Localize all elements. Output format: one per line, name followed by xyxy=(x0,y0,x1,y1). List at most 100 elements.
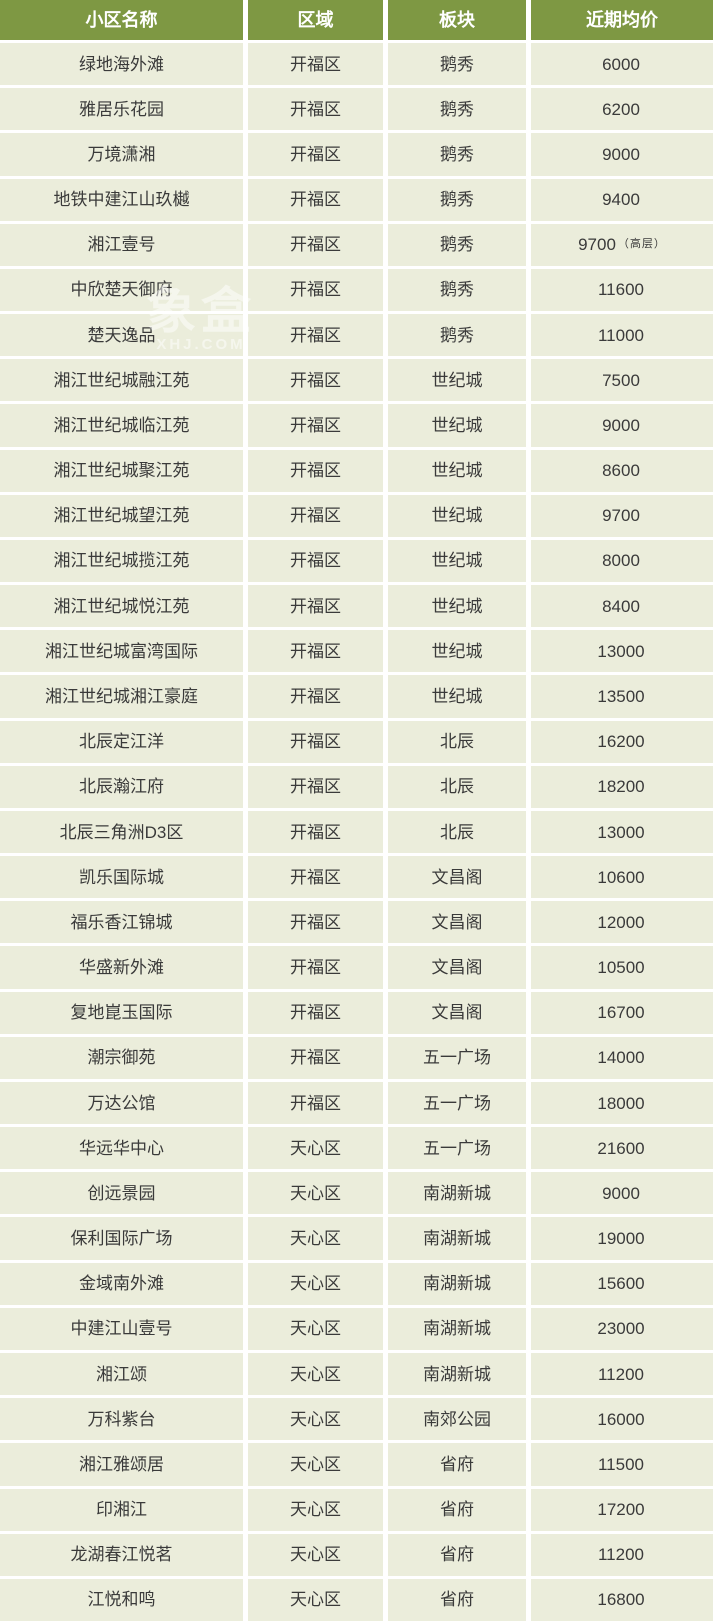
cell-price: 17200 xyxy=(531,1488,713,1531)
cell-name: 龙湖春江悦茗 xyxy=(0,1533,243,1576)
cell-district: 天心区 xyxy=(248,1307,383,1350)
cell-price: 14000 xyxy=(531,1036,713,1079)
cell-name: 地铁中建江山玖樾 xyxy=(0,178,243,221)
cell-district: 天心区 xyxy=(248,1488,383,1531)
price-value: 21600 xyxy=(597,1138,645,1158)
cell-plate: 文昌阁 xyxy=(388,946,526,989)
cell-district: 开福区 xyxy=(248,630,383,673)
cell-plate: 北辰 xyxy=(388,810,526,854)
cell-name: 万境潇湘 xyxy=(0,133,243,176)
price-value: 16800 xyxy=(597,1590,645,1610)
cell-plate: 省府 xyxy=(388,1488,526,1531)
table-row: 湘江雅颂居 天心区 省府 11500 xyxy=(0,1443,713,1486)
table-row: 绿地海外滩 开福区 鹅秀 6000 xyxy=(0,43,713,86)
cell-district: 天心区 xyxy=(248,1217,383,1260)
table-row: 创远景园 天心区 南湖新城 9000 xyxy=(0,1172,713,1215)
cell-plate: 南湖新城 xyxy=(388,1217,526,1260)
cell-price: 8600 xyxy=(531,449,713,492)
cell-name: 湘江雅颂居 xyxy=(0,1443,243,1486)
cell-name: 中建江山壹号 xyxy=(0,1307,243,1350)
table-row: 印湘江 天心区 省府 17200 xyxy=(0,1488,713,1531)
table-row: 万科紫台 天心区 南郊公园 16000 xyxy=(0,1398,713,1441)
price-value: 6200 xyxy=(602,99,640,119)
cell-district: 开福区 xyxy=(248,675,383,718)
cell-price: 10600 xyxy=(531,856,713,899)
table-row: 中欣楚天御府 开福区 鹅秀 11600 xyxy=(0,268,713,312)
cell-plate: 文昌阁 xyxy=(388,991,526,1034)
cell-name: 雅居乐花园 xyxy=(0,88,243,131)
cell-plate: 鹅秀 xyxy=(388,178,526,221)
cell-plate: 五一广场 xyxy=(388,1036,526,1079)
cell-price: 9700 xyxy=(531,494,713,537)
cell-plate: 省府 xyxy=(388,1578,526,1621)
cell-name: 湘江颂 xyxy=(0,1352,243,1396)
cell-name: 金域南外滩 xyxy=(0,1262,243,1305)
cell-district: 开福区 xyxy=(248,43,383,86)
cell-district: 开福区 xyxy=(248,223,383,266)
cell-price: 19000 xyxy=(531,1217,713,1260)
cell-district: 天心区 xyxy=(248,1533,383,1576)
cell-price: 21600 xyxy=(531,1127,713,1170)
price-value: 11200 xyxy=(597,1364,644,1384)
cell-plate: 省府 xyxy=(388,1443,526,1486)
table-row: 华远华中心 天心区 五一广场 21600 xyxy=(0,1127,713,1170)
table-row: 复地崑玉国际 开福区 文昌阁 16700 xyxy=(0,991,713,1034)
cell-price: 18000 xyxy=(531,1081,713,1125)
price-note: （高层） xyxy=(617,238,666,251)
cell-plate: 世纪城 xyxy=(388,539,526,583)
cell-name: 保利国际广场 xyxy=(0,1217,243,1260)
table-row: 湘江世纪城临江苑 开福区 世纪城 9000 xyxy=(0,404,713,447)
cell-name: 华盛新外滩 xyxy=(0,946,243,989)
cell-plate: 文昌阁 xyxy=(388,901,526,944)
table-row: 万境潇湘 开福区 鹅秀 9000 xyxy=(0,133,713,176)
cell-price: 13000 xyxy=(531,810,713,854)
price-value: 19000 xyxy=(597,1229,645,1249)
cell-district: 开福区 xyxy=(248,765,383,808)
cell-name: 绿地海外滩 xyxy=(0,43,243,86)
cell-price: 16700 xyxy=(531,991,713,1034)
price-value: 10500 xyxy=(597,958,645,978)
cell-price: 18200 xyxy=(531,765,713,808)
cell-name: 印湘江 xyxy=(0,1488,243,1531)
table-row: 北辰瀚江府 开福区 北辰 18200 xyxy=(0,765,713,808)
column-header-district: 区域 xyxy=(248,0,383,40)
cell-name: 创远景园 xyxy=(0,1172,243,1215)
cell-plate: 南湖新城 xyxy=(388,1262,526,1305)
cell-district: 天心区 xyxy=(248,1172,383,1215)
cell-district: 开福区 xyxy=(248,178,383,221)
price-value: 9000 xyxy=(602,415,640,435)
cell-price: 16000 xyxy=(531,1398,713,1441)
price-value: 7500 xyxy=(602,370,640,390)
price-value: 16200 xyxy=(597,732,645,752)
cell-district: 开福区 xyxy=(248,494,383,537)
table-row: 华盛新外滩 开福区 文昌阁 10500 xyxy=(0,946,713,989)
cell-name: 凯乐国际城 xyxy=(0,856,243,899)
price-value: 13000 xyxy=(597,641,645,661)
table-row: 中建江山壹号 天心区 南湖新城 23000 xyxy=(0,1307,713,1350)
cell-price: 9000 xyxy=(531,133,713,176)
table-row: 雅居乐花园 开福区 鹅秀 6200 xyxy=(0,88,713,131)
price-value: 11500 xyxy=(597,1454,644,1474)
cell-name: 复地崑玉国际 xyxy=(0,991,243,1034)
cell-plate: 省府 xyxy=(388,1533,526,1576)
cell-price: 13000 xyxy=(531,630,713,673)
cell-name: 湘江世纪城聚江苑 xyxy=(0,449,243,492)
price-value: 9000 xyxy=(602,144,640,164)
cell-plate: 世纪城 xyxy=(388,359,526,402)
table-row: 北辰三角洲D3区 开福区 北辰 13000 xyxy=(0,810,713,854)
price-value: 23000 xyxy=(597,1319,645,1339)
price-value: 13500 xyxy=(597,686,645,706)
cell-plate: 南湖新城 xyxy=(388,1172,526,1215)
table-row: 北辰定江洋 开福区 北辰 16200 xyxy=(0,720,713,763)
cell-name: 湘江世纪城富湾国际 xyxy=(0,630,243,673)
table-row: 江悦和鸣 天心区 省府 16800 xyxy=(0,1578,713,1621)
cell-district: 开福区 xyxy=(248,133,383,176)
table-row: 湘江世纪城望江苑 开福区 世纪城 9700 xyxy=(0,494,713,537)
cell-name: 湘江世纪城湘江豪庭 xyxy=(0,675,243,718)
cell-plate: 南湖新城 xyxy=(388,1352,526,1396)
cell-price: 12000 xyxy=(531,901,713,944)
cell-plate: 鹅秀 xyxy=(388,133,526,176)
cell-name: 湘江世纪城临江苑 xyxy=(0,404,243,447)
cell-name: 华远华中心 xyxy=(0,1127,243,1170)
